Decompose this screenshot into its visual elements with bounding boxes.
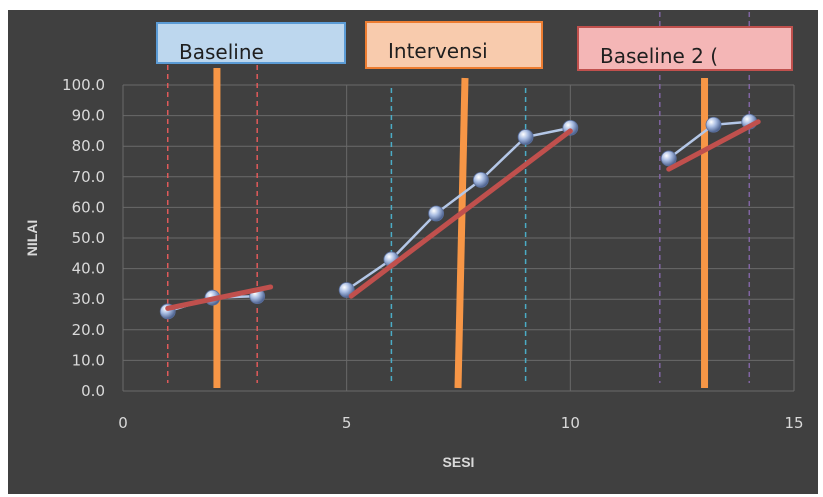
- y-tick-label-0: 0.0: [81, 382, 105, 400]
- phase-3-point-2: [705, 116, 722, 133]
- y-tick-label-6: 60.0: [72, 198, 105, 216]
- x-tick-label-0: 0: [118, 414, 128, 432]
- phase-1-label-box: [156, 22, 346, 64]
- phase-2-label-box: [365, 21, 543, 69]
- x-axis-title: SESI: [443, 454, 475, 470]
- phase-2-point-3: [428, 205, 445, 222]
- phase-2-label: Intervensi: [388, 39, 488, 63]
- phase-1-trend-line: [165, 284, 274, 311]
- phase-3-label-box: [577, 26, 793, 71]
- phase-2-trend-line: [348, 128, 573, 299]
- y-tick-label-1: 10.0: [72, 351, 105, 369]
- phase-1-label: Baseline: [179, 40, 264, 64]
- y-tick-label-9: 90.0: [72, 107, 105, 125]
- phase-3-trend-line: [666, 119, 761, 172]
- y-tick-label-5: 50.0: [72, 229, 105, 247]
- y-tick-label-7: 70.0: [72, 168, 105, 186]
- x-tick-label-3: 15: [784, 414, 803, 432]
- x-tick-label-1: 5: [342, 414, 352, 432]
- y-tick-label-8: 80.0: [72, 137, 105, 155]
- y-tick-label-4: 40.0: [72, 260, 105, 278]
- phase-3-point-1: [660, 150, 677, 167]
- phase-3-label: Baseline 2 (: [600, 44, 718, 68]
- y-tick-label-2: 20.0: [72, 321, 105, 339]
- phase-change-line-2: [454, 77, 469, 389]
- phase-2-point-4: [472, 171, 489, 188]
- y-tick-label-3: 30.0: [72, 290, 105, 308]
- phase-2-point-5: [517, 129, 534, 145]
- y-axis-title: NILAI: [24, 220, 40, 257]
- y-tick-label-10: 100.0: [62, 76, 105, 94]
- x-tick-label-2: 10: [561, 414, 580, 432]
